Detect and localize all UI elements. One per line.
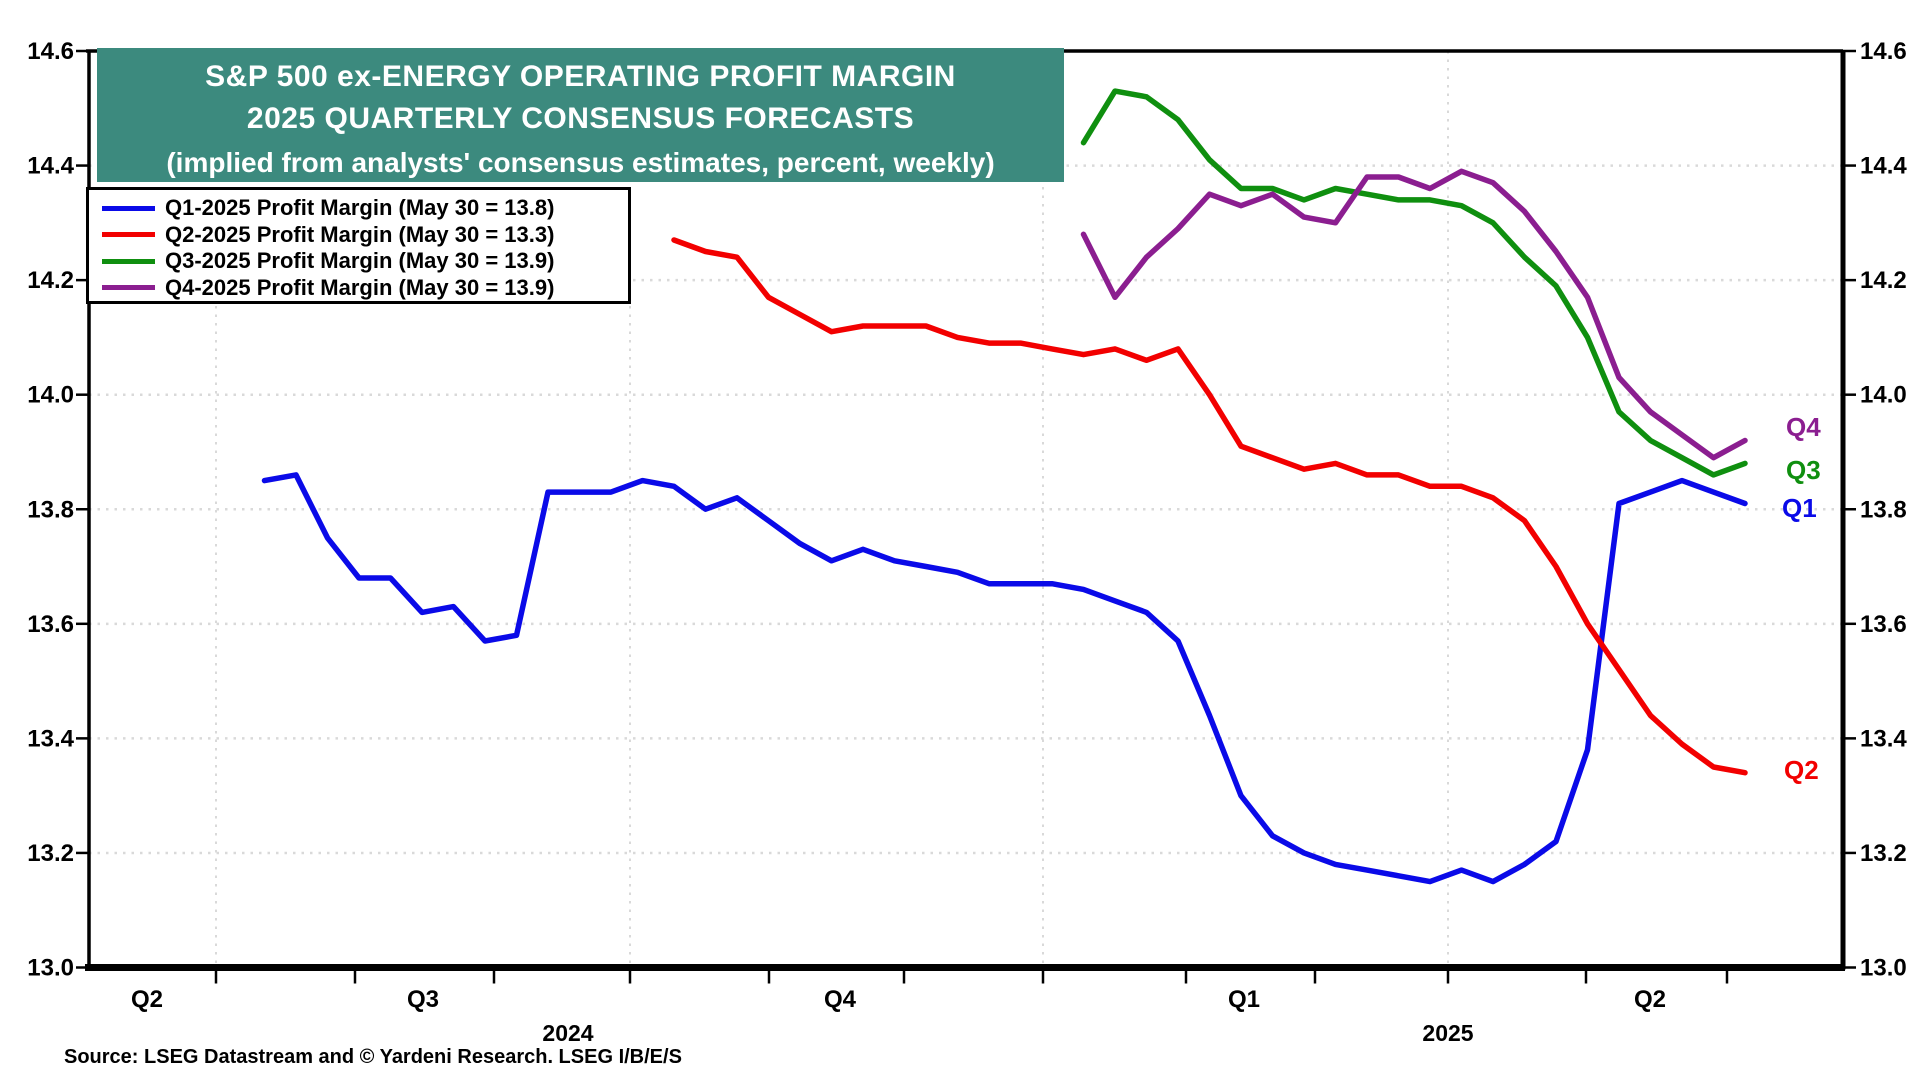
y-axis-label-left: 13.0 [27,955,74,982]
x-quarter-label: Q1 [1228,986,1260,1013]
y-axis-label-left: 13.4 [27,725,74,752]
chart-note: (implied from analysts' consensus estima… [166,147,995,178]
y-axis-label-left: 13.8 [27,496,74,523]
y-axis-label-left: 14.6 [27,38,74,65]
y-axis-label-right: 13.2 [1860,840,1907,867]
x-quarter-label: Q3 [407,986,439,1013]
y-axis-label-right: 14.6 [1860,38,1907,65]
q4-line-swatch-icon [102,285,155,291]
legend-item-q3: Q3-2025 Profit Margin (May 30 = 13.9) [89,248,628,275]
title-box: S&P 500 ex-ENERGY OPERATING PROFIT MARGI… [97,48,1064,182]
y-axis-label-right: 14.4 [1860,153,1907,180]
y-axis-label-left: 14.2 [27,267,74,294]
x-quarter-label: Q4 [824,986,857,1013]
q1-line-swatch-icon [102,205,155,211]
chart-subtitle: 2025 QUARTERLY CONSENSUS FORECASTS [246,102,915,135]
series-line-q1 [261,472,1748,885]
source-text: Source: LSEG Datastream and © Yardeni Re… [64,1046,682,1068]
q2-line-swatch-icon [102,232,155,238]
x-year-label: 2024 [542,1020,593,1046]
legend-item-q4: Q4-2025 Profit Margin (May 30 = 13.9) [89,275,628,302]
legend-item-q2: Q2-2025 Profit Margin (May 30 = 13.3) [89,222,628,249]
legend-label-q4: Q4-2025 Profit Margin (May 30 = 13.9) [165,274,555,300]
legend-item-q1: Q1-2025 Profit Margin (May 30 = 13.8) [89,195,628,222]
series-end-label-q1: Q1 [1782,493,1817,523]
legend: Q1-2025 Profit Margin (May 30 = 13.8) Q2… [86,187,631,304]
legend-label-q2: Q2-2025 Profit Margin (May 30 = 13.3) [165,221,555,247]
y-axis-label-right: 13.4 [1860,725,1907,752]
y-axis-label-right: 13.6 [1860,611,1907,638]
series-line-q4 [1080,168,1748,461]
chart-title: S&P 500 ex-ENERGY OPERATING PROFIT MARGI… [205,60,956,93]
y-axis-label-left: 13.6 [27,611,74,638]
q3-line-swatch-icon [102,258,155,264]
series-line-q2 [671,237,1748,776]
y-axis-label-right: 13.0 [1860,955,1907,982]
x-year-label: 2025 [1422,1020,1473,1046]
y-axis-label-right: 14.0 [1860,382,1907,409]
x-quarter-label: Q2 [131,986,163,1013]
legend-label-q3: Q3-2025 Profit Margin (May 30 = 13.9) [165,248,555,273]
x-quarter-label: Q2 [1634,986,1666,1013]
y-axis-label-left: 14.4 [27,153,74,180]
y-axis-label-left: 13.2 [27,840,74,867]
series-end-label-q2: Q2 [1784,755,1819,785]
series-end-label-q4: Q4 [1786,412,1821,442]
legend-label-q1: Q1-2025 Profit Margin (May 30 = 13.8) [165,195,555,220]
y-axis-label-left: 14.0 [27,382,74,409]
y-axis-label-right: 13.8 [1860,496,1907,523]
series-line-q3 [1080,88,1748,478]
series-end-label-q3: Q3 [1786,455,1821,485]
y-axis-label-right: 14.2 [1860,267,1907,294]
